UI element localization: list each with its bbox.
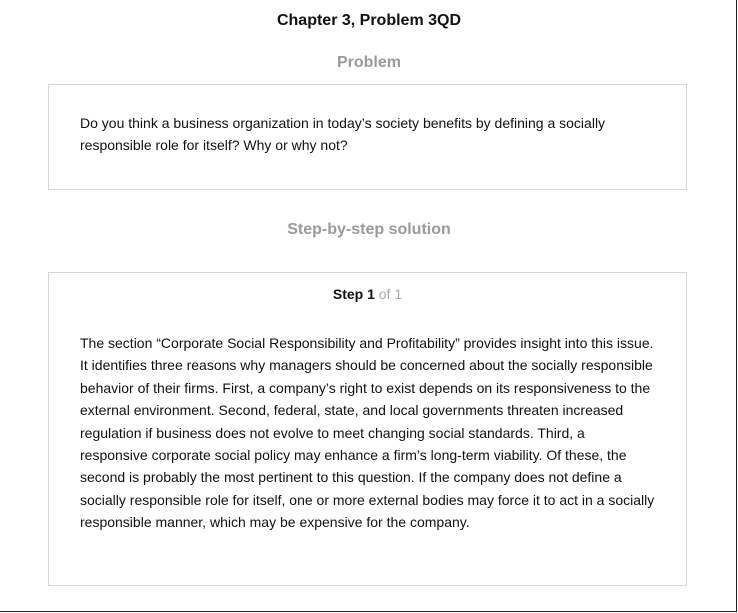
- solution-text: The section “Corporate Social Responsibi…: [80, 335, 655, 531]
- problem-text: Do you think a business organization in …: [80, 115, 606, 154]
- solution-card: Step 1 of 1 The section “Corporate Socia…: [48, 272, 687, 586]
- solution-heading: Step-by-step solution: [287, 221, 451, 238]
- step-total: of 1: [378, 286, 403, 302]
- page-title: Chapter 3, Problem 3QD: [276, 12, 462, 29]
- problem-heading: Problem: [336, 54, 401, 71]
- step-number: Step 1: [332, 286, 375, 302]
- step-indicator: Step 1 of 1: [49, 286, 686, 302]
- problem-card: Do you think a business organization in …: [48, 84, 687, 190]
